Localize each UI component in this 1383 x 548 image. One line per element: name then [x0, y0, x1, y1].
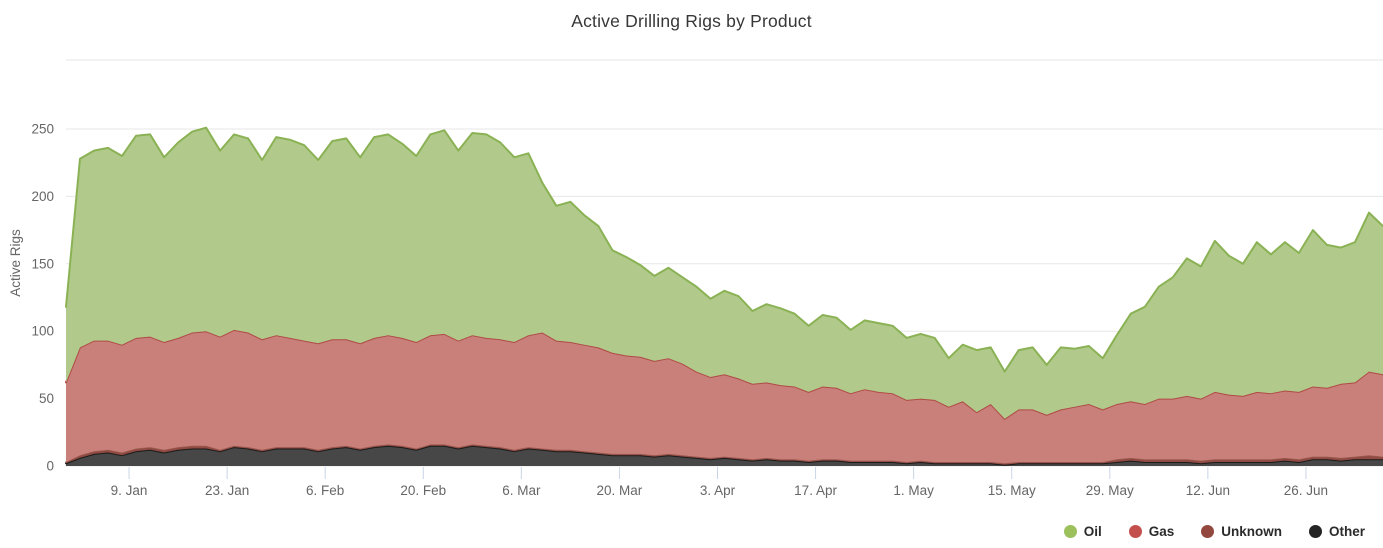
x-tick-label-1-May: 1. May [893, 483, 934, 498]
y-tick-label-50: 50 [39, 391, 54, 406]
x-tick-label-20-Mar: 20. Mar [597, 483, 643, 498]
x-tick-label-23-Jan: 23. Jan [205, 483, 249, 498]
legend-marker-unknown [1201, 525, 1215, 538]
area-other [66, 445, 1383, 466]
y-axis-title: Active Rigs [8, 229, 23, 297]
x-tick-label-15-May: 15. May [988, 483, 1036, 498]
legend-label-unknown: Unknown [1221, 524, 1282, 539]
legend: Oil Gas Unknown Other [1063, 524, 1365, 539]
y-tick-label-200: 200 [31, 189, 54, 204]
y-tick-label-250: 250 [31, 122, 54, 137]
y-tick-label-100: 100 [31, 324, 54, 339]
x-tick-label-9-Jan: 9. Jan [111, 483, 148, 498]
x-tick-label-6-Feb: 6. Feb [306, 483, 344, 498]
legend-marker-oil [1063, 525, 1077, 538]
legend-marker-gas [1128, 525, 1142, 538]
legend-item-other[interactable]: Other [1308, 524, 1365, 539]
legend-item-unknown[interactable]: Unknown [1201, 524, 1282, 539]
legend-item-oil[interactable]: Oil [1063, 524, 1102, 539]
area-line-oil [65, 126, 1383, 373]
x-tick-label-6-Mar: 6. Mar [502, 483, 541, 498]
x-tick-label-17-Apr: 17. Apr [794, 483, 837, 498]
x-tick-label-26-Jun: 26. Jun [1284, 483, 1328, 498]
legend-label-oil: Oil [1083, 524, 1102, 539]
legend-label-gas: Gas [1148, 524, 1175, 539]
x-tick-label-29-May: 29. May [1086, 483, 1134, 498]
x-tick-label-20-Feb: 20. Feb [400, 483, 446, 498]
x-tick-label-3-Apr: 3. Apr [700, 483, 736, 498]
area-oil [66, 127, 1383, 419]
chart-title: Active Drilling Rigs by Product [571, 11, 812, 31]
y-tick-label-0: 0 [46, 459, 54, 474]
legend-marker-other [1308, 525, 1322, 538]
legend-item-gas[interactable]: Gas [1128, 524, 1175, 539]
legend-label-other: Other [1328, 524, 1365, 539]
x-tick-label-12-Jun: 12. Jun [1186, 483, 1230, 498]
area-gas [66, 329, 1383, 464]
y-tick-label-150: 150 [31, 256, 54, 271]
